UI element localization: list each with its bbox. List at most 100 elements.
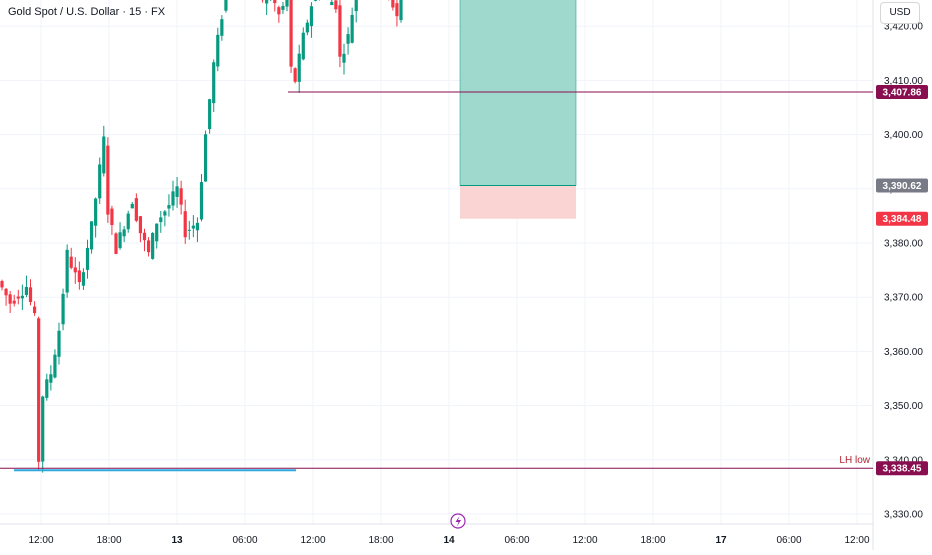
time-tick-label: 18:00 <box>96 535 121 546</box>
candle-body[interactable] <box>289 0 292 67</box>
candle-body[interactable] <box>0 281 3 287</box>
time-tick-label: 06:00 <box>776 535 801 546</box>
candle-body[interactable] <box>314 0 317 1</box>
time-tick-label: 14 <box>443 535 455 546</box>
candle-body[interactable] <box>224 0 227 11</box>
candle-body[interactable] <box>200 182 203 219</box>
candle-body[interactable] <box>330 2 333 5</box>
candle-body[interactable] <box>90 221 93 249</box>
price-tag-entry: 3,390.62 <box>883 181 922 192</box>
candle-body[interactable] <box>175 186 178 197</box>
time-tick-label: 06:00 <box>232 535 257 546</box>
candle-body[interactable] <box>180 188 183 204</box>
candle-body[interactable] <box>86 248 89 270</box>
candle-body[interactable] <box>306 23 309 33</box>
candle-body[interactable] <box>334 0 337 9</box>
candle-body[interactable] <box>294 68 297 82</box>
candle-body[interactable] <box>102 137 105 174</box>
candle-body[interactable] <box>106 146 109 215</box>
candle-body[interactable] <box>147 240 150 252</box>
price-tick-label: 3,370.00 <box>884 293 923 304</box>
candle-body[interactable] <box>346 34 349 44</box>
candle-body[interactable] <box>82 272 85 286</box>
candle-body[interactable] <box>298 54 301 82</box>
candle-body[interactable] <box>114 233 117 254</box>
long-position-stop-zone[interactable] <box>460 185 576 218</box>
candle-body[interactable] <box>204 134 207 181</box>
candle-body[interactable] <box>13 301 16 304</box>
candle-body[interactable] <box>33 307 36 314</box>
candle-body[interactable] <box>188 230 191 231</box>
time-tick-label: 18:00 <box>640 535 665 546</box>
candle-body[interactable] <box>216 35 219 67</box>
candle-body[interactable] <box>127 214 130 230</box>
candle-body[interactable] <box>302 33 305 60</box>
candle-body[interactable] <box>159 217 162 222</box>
candle-body[interactable] <box>37 318 40 462</box>
candle-body[interactable] <box>9 294 12 303</box>
candle-body[interactable] <box>41 397 44 462</box>
candle-body[interactable] <box>53 355 56 378</box>
time-tick-label: 17 <box>715 535 727 546</box>
candle-body[interactable] <box>57 331 60 357</box>
candle-body[interactable] <box>98 164 101 198</box>
time-tick-label: 18:00 <box>368 535 393 546</box>
candle-body[interactable] <box>94 199 97 226</box>
candle-body[interactable] <box>25 287 28 295</box>
candle-body[interactable] <box>277 7 280 14</box>
candle-body[interactable] <box>74 267 77 272</box>
candle-body[interactable] <box>208 99 211 129</box>
price-tick-label: 3,360.00 <box>884 347 923 358</box>
time-tick-label: 12:00 <box>28 535 53 546</box>
candle-body[interactable] <box>281 6 284 10</box>
candle-body[interactable] <box>118 232 121 248</box>
price-tag-level: 3,407.86 <box>883 87 922 98</box>
candle-body[interactable] <box>355 0 358 11</box>
candle-body[interactable] <box>21 296 24 299</box>
candle-body[interactable] <box>4 289 7 295</box>
candle-body[interactable] <box>212 62 215 103</box>
price-tag-stop: 3,384.48 <box>883 214 922 225</box>
candle-body[interactable] <box>131 204 134 208</box>
candle-body[interactable] <box>163 211 166 215</box>
candle-body[interactable] <box>143 233 146 240</box>
candle-body[interactable] <box>17 297 20 299</box>
candle-body[interactable] <box>220 19 223 36</box>
candle-body[interactable] <box>167 205 170 208</box>
candle-body[interactable] <box>110 209 113 225</box>
price-tag-level: 3,338.45 <box>883 464 922 475</box>
candle-body[interactable] <box>395 3 398 16</box>
candle-body[interactable] <box>285 0 288 7</box>
long-position-profit-zone[interactable] <box>460 0 576 185</box>
candle-body[interactable] <box>151 233 154 259</box>
candle-body[interactable] <box>29 287 32 302</box>
time-tick-label: 12:00 <box>572 535 597 546</box>
candle-body[interactable] <box>391 0 394 7</box>
candle-body[interactable] <box>196 223 199 230</box>
candle-body[interactable] <box>45 379 48 398</box>
candle-body[interactable] <box>155 224 158 242</box>
candle-body[interactable] <box>171 191 174 205</box>
candle-body[interactable] <box>61 294 64 324</box>
candle-body[interactable] <box>338 5 341 56</box>
candle-body[interactable] <box>265 0 268 3</box>
symbol-title: Gold Spot / U.S. Dollar · 15 · FX <box>8 6 165 18</box>
candle-body[interactable] <box>192 226 195 229</box>
candle-body[interactable] <box>310 6 313 26</box>
candle-body[interactable] <box>70 257 73 268</box>
price-tick-label: 3,380.00 <box>884 239 923 250</box>
candle-body[interactable] <box>135 198 138 221</box>
candle-body[interactable] <box>399 0 402 20</box>
candle-body[interactable] <box>342 54 345 63</box>
candle-body[interactable] <box>78 270 81 282</box>
candle-body[interactable] <box>273 0 276 3</box>
candle-body[interactable] <box>139 216 142 233</box>
candle-body[interactable] <box>49 374 52 382</box>
candle-body[interactable] <box>351 15 354 43</box>
candle-body[interactable] <box>66 250 69 293</box>
candle-body[interactable] <box>184 211 187 237</box>
currency-button[interactable]: USD <box>880 2 920 24</box>
candle-body[interactable] <box>123 229 126 236</box>
